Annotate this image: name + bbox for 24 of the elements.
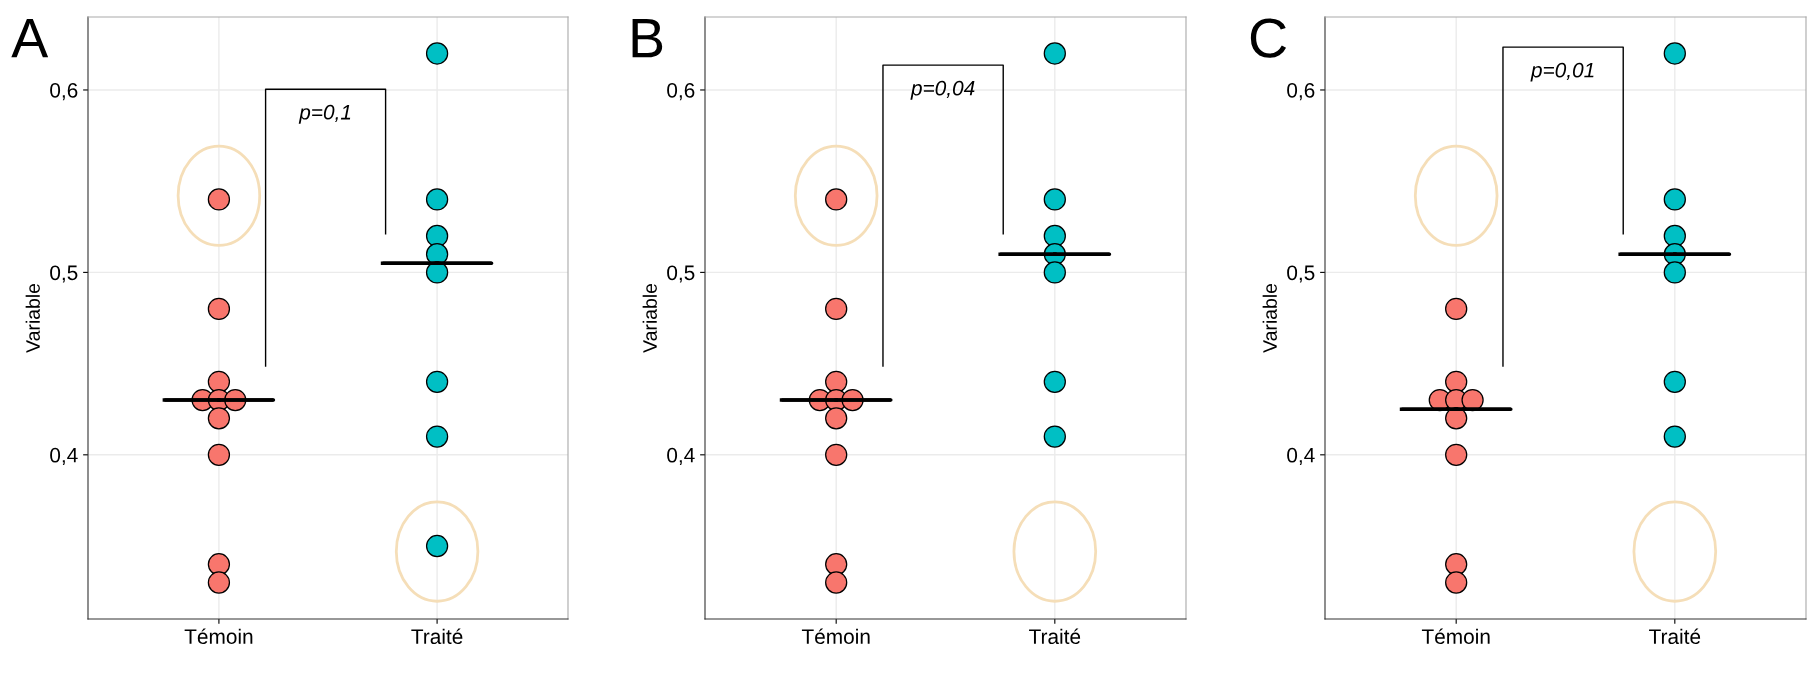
x-tick-label: Témoin (184, 628, 253, 645)
y-tick-label: 0,6 (1287, 82, 1315, 101)
y-tick-label: 0,5 (1287, 265, 1315, 283)
chart-title: B (632, 19, 663, 58)
y-tick-label: 0,5 (667, 265, 695, 283)
chart-title: C (1250, 18, 1287, 58)
y-tick-label: 0,6 (667, 82, 695, 101)
y-tick-label: 0,5 (50, 265, 78, 283)
y-axis-title: Variable (25, 283, 40, 353)
annotation: p=0,04 (910, 80, 975, 100)
y-tick-label: 0,4 (50, 447, 78, 466)
y-tick-label: 0,4 (667, 447, 695, 466)
y-axis-title: Variable (1262, 283, 1277, 353)
annotation: p=0,01 (1530, 62, 1594, 82)
x-tick-label: Témoin (1421, 628, 1490, 645)
x-tick-label: Témoin (801, 628, 870, 645)
y-tick-label: 0,6 (50, 82, 78, 101)
chart-title: A (11, 19, 49, 58)
annotation: p=0,1 (298, 104, 351, 124)
x-tick-label: Traité (1649, 628, 1701, 645)
x-tick-label: Traité (1029, 628, 1081, 645)
y-tick-label: 0,4 (1287, 447, 1315, 466)
x-tick-label: Traité (411, 628, 463, 645)
y-axis-title: Variable (642, 283, 657, 353)
